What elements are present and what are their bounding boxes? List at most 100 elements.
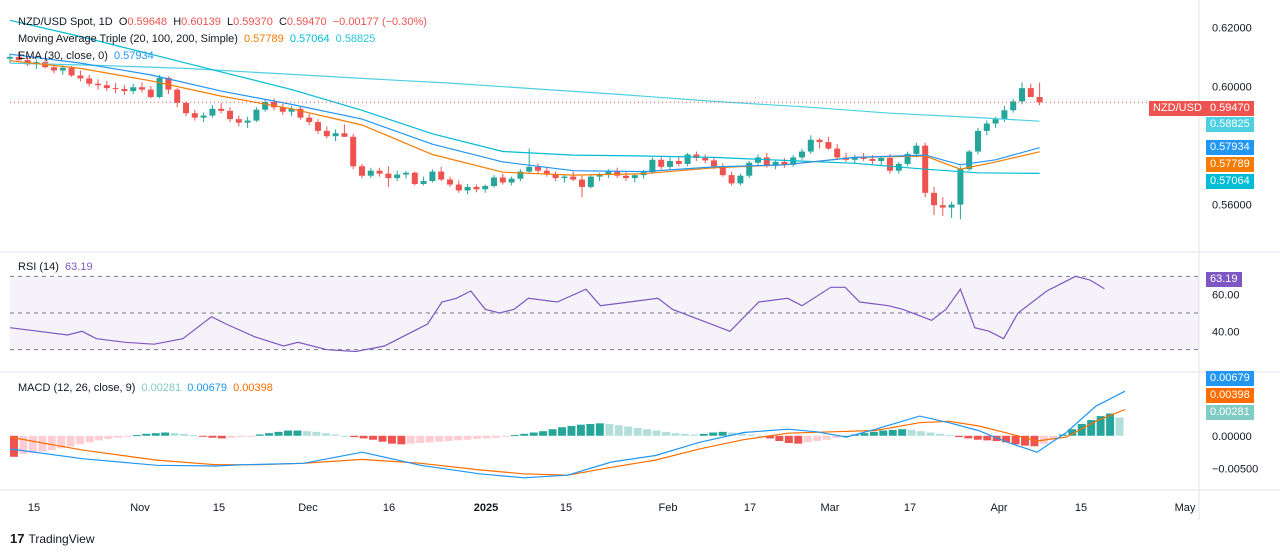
ma20-line (9, 60, 1040, 176)
candle-body (59, 67, 66, 71)
candle-body (15, 56, 22, 61)
candle-body (579, 179, 585, 187)
time-tick-label: 15 (28, 502, 40, 514)
macd-histogram-bar (747, 434, 755, 436)
macd-histogram-bar (898, 429, 907, 436)
candle-body (394, 174, 401, 179)
macd-histogram-bar (246, 435, 255, 437)
macd-histogram-bar (265, 433, 274, 436)
candle-body (869, 158, 876, 161)
candle-body (235, 119, 242, 123)
macd-badge: 0.00679 (1206, 371, 1254, 386)
macd-histogram-bar (387, 435, 396, 444)
ma200-line (9, 62, 1040, 122)
signal-badge: 0.00398 (1206, 388, 1254, 403)
macd-histogram-bar (737, 433, 746, 436)
candle-body (1036, 96, 1043, 103)
macd-histogram-bar (10, 435, 18, 457)
macd-histogram-bar (652, 430, 661, 436)
macd-histogram-bar (66, 435, 75, 447)
macd-histogram-bar (803, 435, 812, 443)
macd-histogram-bar (539, 431, 548, 436)
candle-body (95, 83, 101, 86)
macd-histogram-bar (350, 435, 359, 438)
macd-legend[interactable]: MACD (12, 26, close, 9) 0.00281 0.00679 … (18, 382, 276, 394)
candle-body (904, 153, 911, 164)
ma-legend[interactable]: Moving Average Triple (20, 100, 200, Sim… (18, 33, 378, 45)
ema-legend[interactable]: EMA (30, close, 0) 0.57934 (18, 50, 157, 62)
rsi-legend[interactable]: RSI (14) 63.19 (18, 261, 96, 273)
candle-body (200, 115, 207, 118)
time-tick-label: Apr (990, 502, 1007, 514)
macd-histogram-bar (85, 435, 94, 443)
macd-histogram-bar (170, 433, 179, 436)
candle-body (341, 133, 348, 137)
macd-histogram-bar (161, 432, 170, 436)
macd-histogram-bar (208, 435, 217, 438)
candle-body (1001, 110, 1008, 120)
candle-body (508, 178, 515, 183)
candle-body (499, 177, 506, 183)
candle-body (693, 154, 700, 159)
candle-body (535, 166, 541, 171)
time-tick-label: 15 (213, 502, 225, 514)
candle-body (763, 157, 770, 166)
macd-histogram-bar (378, 435, 387, 442)
macd-pane (9, 390, 1126, 479)
rsi-tick-label: 40.00 (1212, 326, 1240, 338)
macd-histogram-bar (633, 427, 642, 436)
candle-body (130, 87, 137, 92)
macd-histogram-bar (718, 431, 727, 436)
candle-body (350, 136, 357, 167)
macd-histogram-bar (945, 435, 954, 437)
rsi-tick-label: 60.00 (1212, 290, 1240, 302)
candle-body (755, 157, 761, 163)
brand-name: TradingView (28, 531, 95, 546)
macd-histogram-bar (567, 425, 576, 436)
candle-body (139, 87, 145, 90)
macd-histogram-bar (38, 435, 47, 452)
candle-body (7, 56, 13, 59)
candle-body (684, 154, 691, 164)
macd-histogram-bar (217, 435, 226, 439)
ema-legend-label: EMA (30, close, 0) (18, 50, 108, 62)
ema-value: 0.57934 (113, 50, 154, 62)
macd-histogram-bar (454, 435, 463, 441)
candle-body (218, 108, 225, 111)
candle-body (86, 78, 93, 84)
macd-histogram-bar (643, 429, 652, 436)
footer[interactable]: 17 TradingView (10, 531, 95, 546)
candle-body (455, 184, 462, 191)
time-tick-label: May (1175, 502, 1196, 514)
time-tick-label: Mar (821, 502, 840, 514)
time-tick-label: 17 (904, 502, 916, 514)
time-tick-label: Nov (130, 502, 150, 514)
change-value: −0.00177 (−0.30%) (332, 16, 427, 28)
candle-body (403, 172, 409, 175)
candle-body (473, 186, 480, 190)
macd-histogram-bar (936, 433, 944, 436)
macd-histogram-bar (1087, 420, 1096, 436)
open-label: O (118, 16, 128, 28)
candle-body (191, 113, 198, 118)
macd-histogram-bar (832, 435, 841, 438)
macd-histogram-bar (888, 429, 897, 436)
candle-body (491, 177, 497, 187)
candle-body (948, 204, 955, 208)
candle-body (667, 160, 673, 167)
candle-body (746, 162, 753, 176)
ma100-line (9, 19, 1040, 174)
macd-histogram-bar (198, 435, 207, 437)
macd-histogram-bar (132, 435, 141, 437)
macd-histogram-bar (416, 435, 425, 443)
candle-body (420, 181, 427, 184)
candle-body (165, 77, 172, 90)
macd-histogram-bar (1115, 417, 1124, 436)
macd-histogram-bar (28, 435, 37, 453)
candle-body (121, 89, 128, 92)
macd-histogram-bar (983, 435, 992, 441)
macd-histogram-bar (312, 431, 321, 436)
macd-histogram-bar (1011, 435, 1020, 445)
candle-body (719, 166, 726, 176)
candle-body (323, 130, 330, 137)
